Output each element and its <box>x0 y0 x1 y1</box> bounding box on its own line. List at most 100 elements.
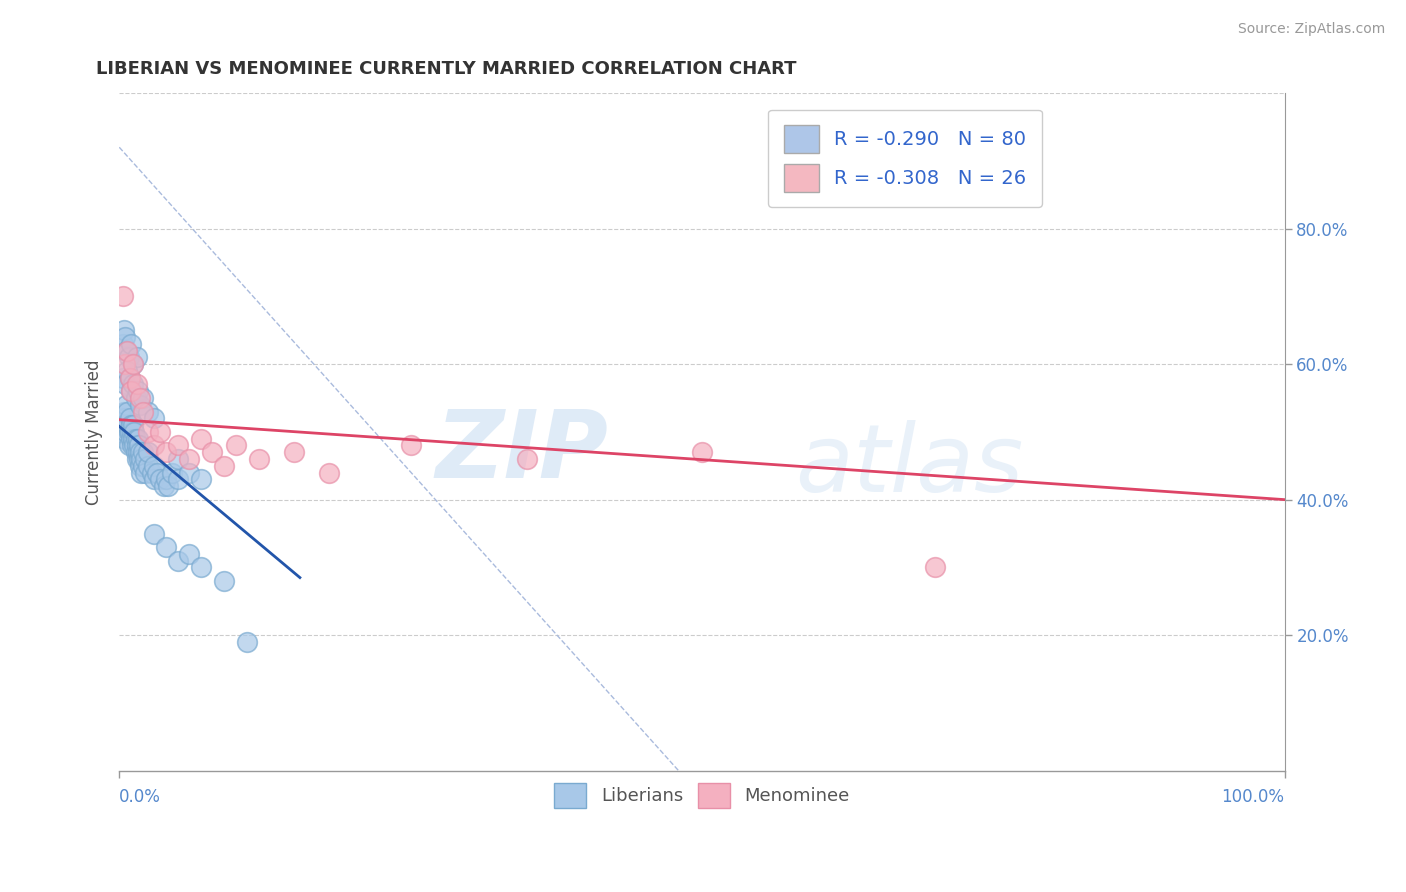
Point <box>131 452 153 467</box>
Point <box>128 452 150 467</box>
Point <box>120 336 142 351</box>
Point <box>212 574 235 588</box>
Point <box>924 560 946 574</box>
Point <box>117 438 139 452</box>
Point <box>134 466 156 480</box>
Point <box>112 404 135 418</box>
Point <box>399 438 422 452</box>
Point <box>190 560 212 574</box>
Point <box>114 330 136 344</box>
Point <box>152 479 174 493</box>
Point <box>143 526 166 541</box>
Point <box>125 377 148 392</box>
Point <box>110 425 132 439</box>
Point <box>127 384 149 399</box>
Point <box>127 432 149 446</box>
Point <box>122 357 145 371</box>
Point <box>115 398 138 412</box>
Point <box>121 425 143 439</box>
Point <box>155 472 177 486</box>
Point <box>166 452 188 467</box>
Point <box>114 377 136 392</box>
Point <box>155 445 177 459</box>
Text: atlas: atlas <box>796 420 1024 511</box>
Point <box>122 418 145 433</box>
Text: 100.0%: 100.0% <box>1222 788 1285 805</box>
Point <box>145 466 167 480</box>
Text: ZIP: ZIP <box>436 406 609 499</box>
Point <box>114 357 136 371</box>
Point <box>118 370 141 384</box>
Point <box>247 452 270 467</box>
Point <box>131 404 153 418</box>
Point <box>118 411 141 425</box>
Point <box>236 635 259 649</box>
Point <box>128 438 150 452</box>
Point <box>118 425 141 439</box>
Point <box>124 445 146 459</box>
Point <box>166 438 188 452</box>
Point <box>111 336 134 351</box>
Point <box>122 357 145 371</box>
Point <box>179 466 201 480</box>
Point <box>117 343 139 358</box>
Point <box>117 418 139 433</box>
Point <box>129 445 152 459</box>
Point <box>120 418 142 433</box>
Point <box>124 425 146 439</box>
Point <box>138 458 160 473</box>
Point <box>114 432 136 446</box>
Point <box>138 404 160 418</box>
Point <box>125 351 148 365</box>
Point <box>155 540 177 554</box>
Point <box>190 432 212 446</box>
Point <box>143 411 166 425</box>
Point <box>149 472 172 486</box>
Point <box>143 458 166 473</box>
Point <box>143 438 166 452</box>
Point <box>179 452 201 467</box>
Point <box>283 445 305 459</box>
Point <box>120 384 142 399</box>
Y-axis label: Currently Married: Currently Married <box>86 359 103 505</box>
Point <box>138 445 160 459</box>
Point <box>134 452 156 467</box>
Point <box>111 418 134 433</box>
Point <box>179 547 201 561</box>
Point <box>225 438 247 452</box>
Point <box>112 323 135 337</box>
Point <box>129 391 152 405</box>
Point <box>110 411 132 425</box>
Point <box>690 445 713 459</box>
Point <box>131 458 153 473</box>
Point <box>111 370 134 384</box>
Point <box>117 364 139 378</box>
Point <box>166 472 188 486</box>
Point <box>122 432 145 446</box>
Text: LIBERIAN VS MENOMINEE CURRENTLY MARRIED CORRELATION CHART: LIBERIAN VS MENOMINEE CURRENTLY MARRIED … <box>96 60 796 78</box>
Point <box>516 452 538 467</box>
Point <box>141 466 163 480</box>
Point <box>124 432 146 446</box>
Point <box>129 398 152 412</box>
Text: Source: ZipAtlas.com: Source: ZipAtlas.com <box>1237 22 1385 37</box>
Legend: Liberians, Menominee: Liberians, Menominee <box>540 768 865 822</box>
Point <box>117 425 139 439</box>
Point <box>124 391 146 405</box>
Point <box>117 404 139 418</box>
Point <box>131 391 153 405</box>
Point <box>115 425 138 439</box>
Point <box>157 479 180 493</box>
Point <box>125 438 148 452</box>
Point <box>318 466 340 480</box>
Point <box>122 377 145 392</box>
Point <box>190 472 212 486</box>
Point <box>160 466 183 480</box>
Point <box>111 289 134 303</box>
Point <box>212 458 235 473</box>
Point <box>117 351 139 365</box>
Text: 0.0%: 0.0% <box>120 788 162 805</box>
Point <box>120 432 142 446</box>
Point <box>125 452 148 467</box>
Point <box>143 472 166 486</box>
